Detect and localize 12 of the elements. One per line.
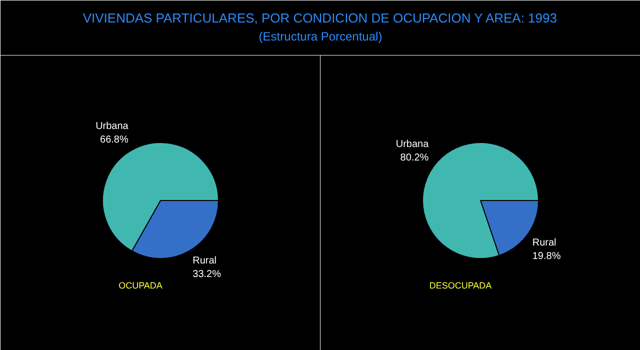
data-label: 33.2%: [192, 268, 222, 280]
text: VIVIENDAS PARTICULARES, POR CONDICION DE OCUPACION Y AREA: 1993: [82, 10, 557, 26]
slice-label: Urbana: [96, 121, 129, 132]
text: OCUPADA: [118, 280, 162, 290]
slice-label: Rural: [532, 238, 556, 249]
slice-label: Urbana: [396, 139, 430, 150]
text: DESOCUPADA: [429, 280, 492, 290]
slice-label: Rural: [192, 256, 217, 267]
data-label: 66.8%: [100, 134, 128, 146]
text: (Estructura Porcentual): [258, 29, 382, 44]
data-label: 80.2%: [400, 152, 429, 164]
data-label: 19.8%: [532, 250, 561, 262]
